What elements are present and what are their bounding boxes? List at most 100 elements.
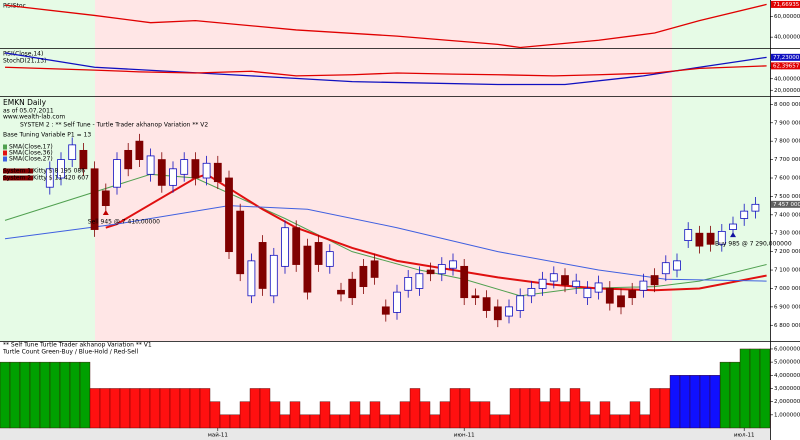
value-label: 7 457 000 bbox=[773, 202, 800, 208]
candle-body bbox=[146, 155, 155, 175]
candle-body bbox=[202, 162, 211, 179]
y-tick-label: 7 900 000 bbox=[774, 120, 800, 126]
count-bar bbox=[599, 401, 611, 429]
candle-body bbox=[45, 168, 54, 188]
count-bar bbox=[409, 388, 421, 429]
count-bar bbox=[309, 414, 321, 429]
candle-body bbox=[236, 210, 245, 275]
candle-body bbox=[113, 159, 121, 188]
site: www.wealth-lab.com bbox=[3, 114, 65, 121]
count-bar bbox=[109, 388, 121, 429]
trade-marker bbox=[730, 232, 736, 238]
candle-body bbox=[269, 254, 278, 297]
y-tick-label: 7 500 000 bbox=[774, 194, 800, 200]
count-bar bbox=[159, 388, 171, 429]
trade-label: Sell 945 @ 7 410,00000 bbox=[88, 218, 160, 225]
candle-body bbox=[650, 275, 659, 286]
count-bar bbox=[179, 388, 191, 429]
count-bar bbox=[239, 401, 251, 429]
candle-body bbox=[493, 306, 502, 321]
count-bar bbox=[349, 401, 361, 429]
count-bar bbox=[299, 414, 311, 429]
y-tick-label: 6 900 000 bbox=[774, 304, 800, 310]
y-tick-label: 7 100 000 bbox=[774, 268, 800, 274]
candle-body bbox=[729, 223, 737, 230]
count-bar bbox=[449, 388, 461, 429]
count-bar bbox=[119, 388, 131, 429]
count-bar bbox=[429, 414, 441, 429]
count-bar bbox=[639, 414, 651, 429]
y-tick-label: 40,000000 bbox=[774, 35, 800, 41]
count-bar bbox=[229, 414, 241, 429]
count-bar bbox=[499, 414, 511, 429]
candle-body bbox=[292, 227, 301, 265]
kitty-swatch bbox=[3, 175, 33, 181]
candle-body bbox=[124, 149, 133, 170]
count-bar bbox=[49, 361, 61, 429]
pane-label: RSI(Close,14) bbox=[3, 51, 43, 58]
count-bar bbox=[539, 401, 551, 429]
count-bar bbox=[89, 388, 101, 429]
count-bar bbox=[69, 361, 81, 429]
candle-body bbox=[393, 291, 401, 313]
legend-label: SMA(Close,17) bbox=[9, 144, 53, 151]
candle-body bbox=[695, 232, 704, 247]
candle-body bbox=[605, 288, 614, 304]
count-bar bbox=[629, 401, 641, 429]
x-tick-label: июл-11 bbox=[734, 433, 755, 439]
candle-body bbox=[684, 229, 693, 241]
count-bar bbox=[729, 361, 741, 429]
count-bar bbox=[669, 375, 681, 429]
y-tick-label: 20,000000 bbox=[774, 88, 800, 94]
count-bar bbox=[689, 375, 701, 429]
candle-body bbox=[617, 295, 625, 308]
count-bar bbox=[79, 361, 91, 429]
count-bar bbox=[39, 361, 51, 429]
candle-body bbox=[516, 295, 525, 311]
y-tick-label: 40,000000 bbox=[774, 76, 800, 82]
y-tick-label: 7 200 000 bbox=[774, 249, 800, 255]
value-label-box bbox=[771, 62, 800, 70]
count-bar bbox=[659, 388, 671, 429]
candle-body bbox=[79, 149, 88, 170]
count-bar bbox=[759, 348, 771, 429]
kitty-label: System 2 Kitty $ 11 420 607 bbox=[3, 175, 89, 182]
candle-body bbox=[281, 227, 289, 267]
candle-body bbox=[90, 168, 99, 230]
candle-body bbox=[303, 245, 312, 293]
count-bar bbox=[569, 388, 581, 429]
count-bar bbox=[139, 388, 151, 429]
candle-body bbox=[337, 289, 345, 295]
count-bar bbox=[399, 401, 411, 429]
count-bar bbox=[469, 401, 481, 429]
count-bar bbox=[319, 401, 331, 429]
count-bar bbox=[9, 361, 21, 429]
count-bar bbox=[199, 388, 211, 429]
candle-body bbox=[751, 203, 760, 212]
symbol-title: EMKN Daily bbox=[3, 98, 47, 107]
system: SYSTEM 2 : ** Self Tune - Turtle Trader … bbox=[20, 122, 208, 129]
candle-body bbox=[706, 232, 715, 245]
candle-body bbox=[68, 144, 77, 160]
count-bar bbox=[719, 361, 731, 429]
count-bar bbox=[739, 348, 751, 429]
candle-body bbox=[180, 159, 189, 175]
axis-strip bbox=[770, 0, 800, 440]
candle-body bbox=[135, 140, 144, 160]
count-bar bbox=[209, 401, 221, 429]
y-tick-label: 7 400 000 bbox=[774, 212, 800, 218]
legend-swatch bbox=[3, 150, 7, 156]
y-tick-label: 6,000000 bbox=[774, 346, 800, 352]
count-bar bbox=[0, 361, 11, 429]
count-bar bbox=[459, 388, 471, 429]
count-bar bbox=[29, 361, 41, 429]
as-of: as of 05.07.2011 bbox=[3, 108, 54, 115]
count-bar bbox=[439, 401, 451, 429]
pane-label: StochD(21,13) bbox=[3, 58, 46, 65]
count-bar bbox=[249, 388, 261, 429]
count-bar bbox=[129, 388, 141, 429]
candle-body bbox=[370, 260, 379, 278]
count-bar bbox=[699, 375, 711, 429]
candle-body bbox=[191, 159, 200, 179]
